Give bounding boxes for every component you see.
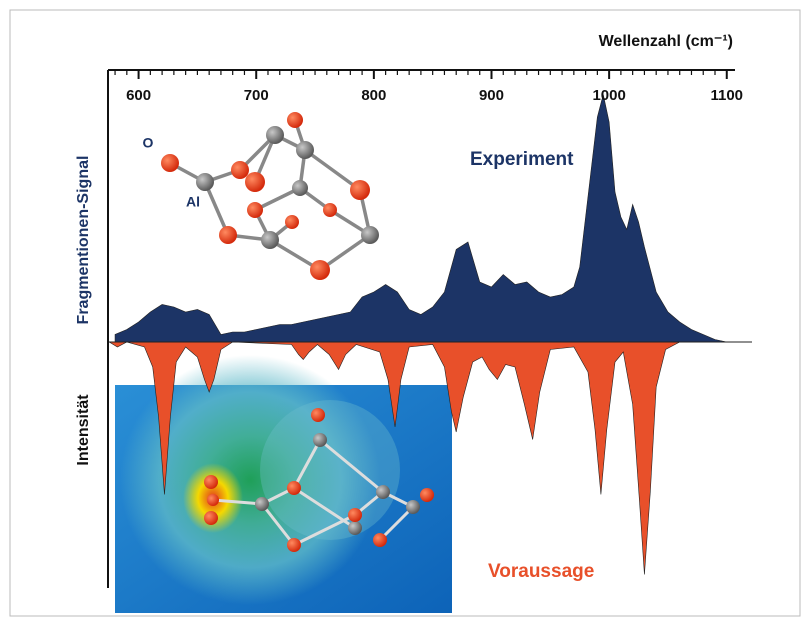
x-tick-label: 600 — [126, 87, 151, 104]
series-label: Voraussage — [488, 561, 594, 582]
y-axis-title: Fragmentionen-Signal — [75, 156, 92, 325]
x-tick-label: 700 — [244, 87, 269, 104]
atom-label: O — [143, 135, 154, 151]
chart: O Al Wellenzahl (cm⁻¹) Fragmentionen-Sig… — [0, 0, 810, 626]
x-axis-title: Wellenzahl (cm⁻¹) — [599, 33, 733, 50]
x-tick-label: 1100 — [710, 87, 743, 104]
x-tick-label: 800 — [361, 87, 386, 104]
y-axis-title: Intensität — [75, 394, 92, 466]
x-tick-label: 1000 — [592, 87, 625, 104]
x-tick-label: 900 — [479, 87, 504, 104]
series-label: Experiment — [470, 149, 574, 170]
atom-label: Al — [186, 194, 200, 210]
